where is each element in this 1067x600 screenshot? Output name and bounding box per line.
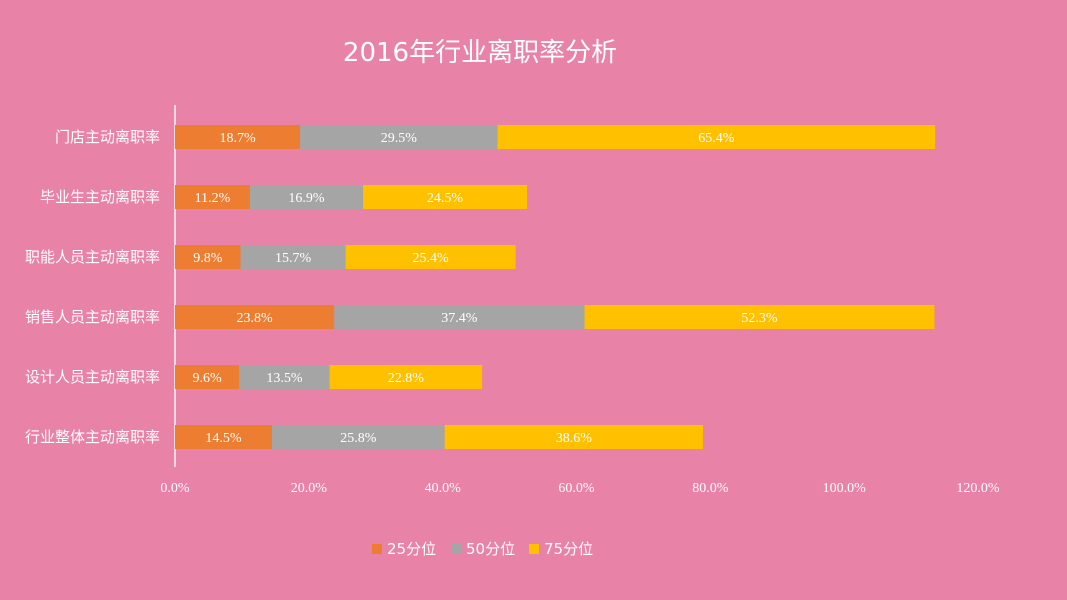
- data-label: 11.2%: [195, 191, 231, 206]
- bar-segment: [239, 365, 330, 389]
- legend-item: 75分位: [529, 540, 593, 558]
- data-label: 23.8%: [237, 311, 274, 326]
- bar-segment: [249, 185, 364, 209]
- x-tick-label: 40.0%: [425, 481, 462, 496]
- legend-swatch: [529, 544, 539, 554]
- data-label: 65.4%: [698, 131, 735, 146]
- bar-segment: [240, 245, 346, 269]
- bar-segment: [345, 245, 516, 269]
- data-label: 52.3%: [741, 311, 778, 326]
- category-label: 门店主动离职率: [55, 128, 160, 146]
- x-tick-label: 120.0%: [956, 481, 1000, 496]
- bar-segment: [175, 125, 301, 149]
- legend-swatch: [372, 544, 382, 554]
- legend-item: 25分位: [372, 540, 436, 558]
- bar-segment: [334, 305, 585, 329]
- plot-area: 门店主动离职率 18.7% 29.5% 65.4% 毕业生主动离职率 11.2% 16.9%…: [25, 105, 1000, 496]
- data-label: 16.9%: [288, 191, 325, 206]
- legend-label: 75分位: [544, 540, 593, 558]
- bar-segment: [175, 305, 335, 329]
- data-label: 9.8%: [193, 251, 223, 266]
- data-label: 14.5%: [205, 431, 242, 446]
- data-label: 15.7%: [275, 251, 312, 266]
- data-label: 24.5%: [427, 191, 464, 206]
- x-tick-label: 80.0%: [692, 481, 729, 496]
- data-label: 25.8%: [340, 431, 377, 446]
- x-tick-label: 0.0%: [160, 481, 190, 496]
- bar-segment: [444, 425, 703, 449]
- x-tick-label: 100.0%: [823, 481, 867, 496]
- data-label: 22.8%: [388, 371, 425, 386]
- bar-segment: [584, 305, 935, 329]
- bar-segment: [175, 365, 240, 389]
- data-label: 9.6%: [193, 371, 223, 386]
- data-label: 25.4%: [413, 251, 450, 266]
- bar-segment: [497, 125, 936, 149]
- category-label: 设计人员主动离职率: [25, 368, 160, 386]
- legend-item: 50分位: [451, 540, 515, 558]
- data-label: 13.5%: [266, 371, 303, 386]
- bar-segment: [175, 245, 241, 269]
- legend-swatch: [451, 544, 461, 554]
- bar-segment: [300, 125, 498, 149]
- legend-label: 50分位: [466, 540, 515, 558]
- legend-label: 25分位: [387, 540, 436, 558]
- category-label: 销售人员主动离职率: [25, 308, 160, 326]
- category-label: 职能人员主动离职率: [25, 248, 160, 266]
- data-label: 18.7%: [219, 131, 256, 146]
- category-label: 毕业生主动离职率: [40, 188, 160, 206]
- bar-segment: [175, 425, 273, 449]
- x-tick-label: 20.0%: [291, 481, 328, 496]
- data-label: 29.5%: [381, 131, 418, 146]
- bar-segment: [363, 185, 527, 209]
- category-label: 行业整体主动离职率: [25, 428, 160, 446]
- legend: 25分位 50分位 75分位: [372, 540, 593, 558]
- chart-title: 2016年行业离职率分析: [343, 38, 617, 68]
- x-tick-label: 60.0%: [558, 481, 595, 496]
- bar-segment: [175, 185, 250, 209]
- data-label: 38.6%: [556, 431, 593, 446]
- bar-segment: [329, 365, 483, 389]
- data-label: 37.4%: [441, 311, 478, 326]
- bar-segment: [272, 425, 445, 449]
